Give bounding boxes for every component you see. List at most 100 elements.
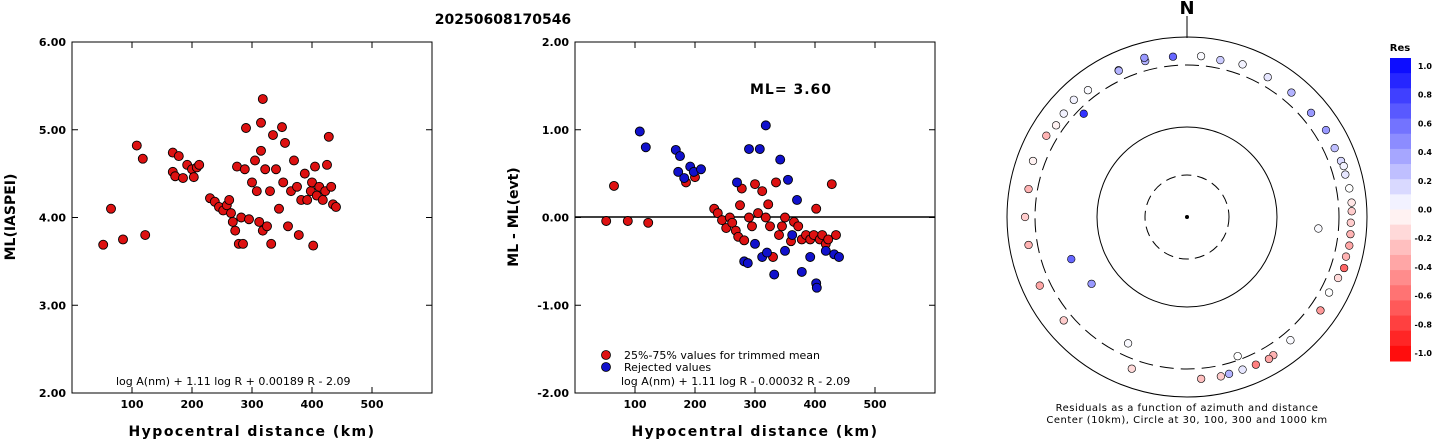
data-point	[137, 153, 148, 164]
station-residual-point	[1168, 52, 1178, 61]
station-residual-point	[1123, 339, 1133, 348]
ml-value-label: ML= 3.60	[750, 82, 832, 98]
data-point	[823, 234, 834, 245]
data-point	[140, 230, 151, 241]
station-residual-point	[1340, 263, 1349, 273]
polar-data-points	[1020, 52, 1356, 383]
y-tick-label: 2.00	[39, 387, 66, 400]
data-point	[302, 194, 313, 205]
residual-colorbar: Res 1.0 0.8 0.6 0.4 0.2 0.0 -0.2 -0.4 -0.6 -0.8 -1…	[1390, 43, 1433, 362]
data-point	[771, 177, 781, 188]
colorbar-label: -0.6	[1415, 292, 1433, 301]
data-point	[640, 142, 651, 153]
data-point	[178, 173, 188, 183]
data-point	[826, 179, 837, 190]
data-point	[744, 212, 754, 223]
middle-formula: log A(nm) + 1.11 log R - 0.00032 R - 2.0…	[621, 375, 850, 388]
station-residual-point	[1067, 255, 1076, 264]
colorbar-label: -0.2	[1415, 234, 1433, 243]
data-point	[780, 212, 790, 223]
data-point	[735, 200, 745, 211]
data-point	[277, 122, 287, 133]
legend-label-trimmed: 25%-75% values for trimmed mean	[624, 349, 820, 362]
data-point	[765, 221, 775, 232]
data-point	[820, 245, 831, 256]
station-residual-point	[1197, 374, 1206, 383]
colorbar-cell	[1390, 194, 1411, 210]
y-tick-label: 0.00	[542, 212, 569, 225]
data-point	[241, 123, 251, 133]
x-tick-label: 500	[361, 398, 384, 411]
data-point	[257, 94, 268, 104]
data-point	[271, 164, 281, 175]
x-tick-label: 200	[181, 398, 204, 411]
data-point	[317, 194, 328, 205]
station-residual-point	[1333, 273, 1343, 283]
data-point	[283, 221, 293, 232]
data-point	[762, 247, 772, 258]
colorbar-cell	[1390, 148, 1411, 165]
data-point	[274, 203, 284, 214]
legend-label-rejected: Rejected values	[624, 361, 711, 374]
colorbar-label: -1.0	[1415, 349, 1433, 358]
data-point	[278, 177, 289, 188]
colorbar-label: 0.6	[1418, 119, 1433, 128]
station-residual-point	[1287, 88, 1296, 97]
colorbar-cell	[1390, 164, 1411, 180]
data-point	[131, 140, 142, 151]
data-point	[331, 202, 341, 212]
colorbar-label: -0.8	[1415, 320, 1433, 329]
station-residual-point	[1127, 364, 1136, 373]
data-point	[323, 131, 334, 142]
station-residual-point	[1069, 95, 1078, 104]
colorbar-label: 0.8	[1418, 91, 1433, 100]
station-residual-point	[1314, 224, 1323, 233]
x-tick-label: 200	[684, 398, 707, 411]
data-point	[775, 154, 786, 165]
data-point	[750, 238, 760, 249]
data-point	[601, 216, 612, 226]
data-point	[239, 164, 250, 175]
station-residual-point	[1051, 121, 1061, 130]
y-tick-label: 5.00	[39, 124, 66, 137]
station-residual-point	[1251, 360, 1260, 369]
left-data-points	[98, 94, 341, 251]
station-residual-point	[1114, 66, 1123, 75]
data-point	[194, 159, 205, 170]
data-point	[227, 216, 238, 227]
data-point	[757, 186, 768, 197]
station-residual-point	[1341, 252, 1351, 261]
colorbar-cell	[1390, 254, 1411, 271]
residual-vs-distance-panel: 100 200 300 400 500 -2.00 -1.00 0.00 1.00 2.00 ML…	[506, 36, 936, 440]
event-title: 20250608170546	[435, 12, 571, 28]
data-point	[780, 245, 790, 256]
station-residual-point	[1339, 161, 1348, 171]
middle-data-points	[601, 120, 844, 293]
station-residual-point	[1059, 316, 1068, 325]
data-point	[293, 230, 304, 241]
colorbar-cell	[1390, 73, 1411, 89]
data-point	[727, 217, 738, 228]
data-point	[247, 177, 257, 188]
colorbar-cell	[1390, 285, 1411, 301]
data-point	[696, 164, 706, 175]
data-point	[679, 173, 690, 183]
data-point	[831, 230, 841, 241]
data-point	[299, 168, 310, 179]
data-point	[769, 269, 780, 280]
data-point	[763, 199, 774, 210]
colorbar-cell	[1390, 270, 1411, 286]
legend-marker-trimmed	[601, 350, 611, 360]
data-point	[106, 203, 116, 214]
data-point	[256, 145, 266, 156]
data-point	[622, 216, 633, 226]
x-tick-label: 400	[804, 398, 827, 411]
data-point	[811, 282, 822, 293]
data-point	[675, 151, 685, 162]
data-point	[760, 212, 771, 223]
data-point	[609, 180, 619, 191]
left-y-axis-label: ML(IASPEI)	[3, 174, 19, 261]
data-point	[322, 159, 332, 170]
data-point	[251, 186, 262, 197]
